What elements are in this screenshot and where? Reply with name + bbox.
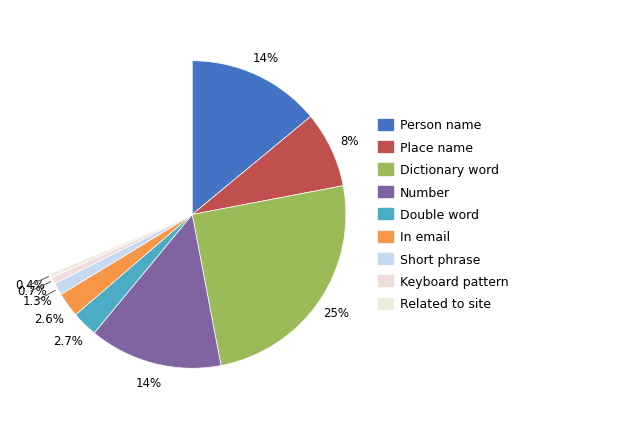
- Wedge shape: [55, 215, 192, 295]
- Text: 2.6%: 2.6%: [34, 312, 64, 325]
- Wedge shape: [50, 215, 192, 278]
- Text: 1.3%: 1.3%: [23, 294, 53, 307]
- Wedge shape: [61, 215, 192, 315]
- Wedge shape: [52, 215, 192, 284]
- Wedge shape: [76, 215, 192, 333]
- Text: 14%: 14%: [253, 52, 279, 64]
- Wedge shape: [38, 61, 192, 274]
- Text: 14%: 14%: [136, 376, 162, 390]
- Legend: Person name, Place name, Dictionary word, Number, Double word, In email, Short p: Person name, Place name, Dictionary word…: [378, 119, 508, 311]
- Text: 8%: 8%: [340, 135, 358, 147]
- Text: 0.7%: 0.7%: [17, 284, 47, 297]
- Wedge shape: [192, 186, 346, 366]
- Text: 25%: 25%: [323, 306, 349, 319]
- Wedge shape: [192, 117, 343, 215]
- Wedge shape: [94, 215, 221, 369]
- Text: 0.4%: 0.4%: [15, 279, 45, 292]
- Text: 2.7%: 2.7%: [53, 335, 83, 347]
- Wedge shape: [192, 61, 311, 215]
